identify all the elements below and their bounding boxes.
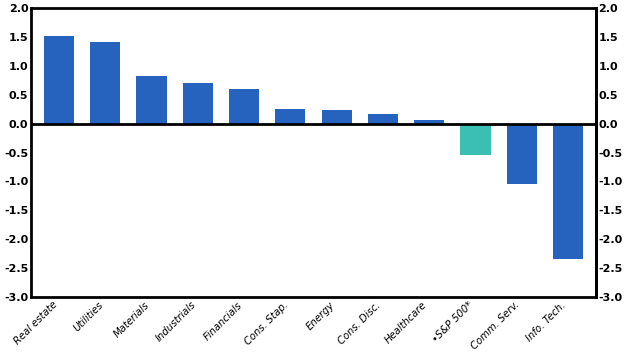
Bar [414, 120, 445, 124]
Bar [182, 83, 213, 124]
Bar [275, 109, 305, 124]
Bar [507, 124, 537, 184]
Bar [44, 36, 74, 124]
Bar [368, 114, 398, 124]
Bar [229, 89, 259, 124]
Bar [137, 76, 167, 124]
Bar [90, 42, 120, 124]
Bar [322, 110, 352, 124]
Bar [460, 124, 490, 156]
Bar [553, 124, 583, 260]
